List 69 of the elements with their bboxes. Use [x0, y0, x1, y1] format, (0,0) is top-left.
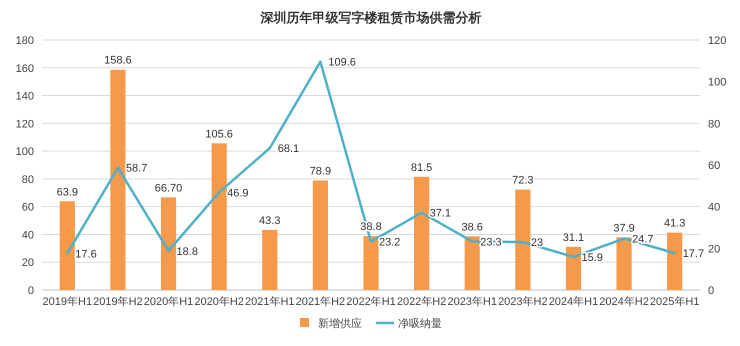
y-tick-label: 60	[22, 202, 34, 214]
data-label: 38.6	[462, 221, 483, 234]
legend-label: 净吸纳量	[398, 318, 442, 330]
x-tick-label: 2021年H2	[296, 296, 346, 308]
data-label: 37.1	[430, 208, 452, 220]
x-tick-label: 2020年H2	[194, 296, 244, 308]
data-label: 23.2	[379, 236, 400, 249]
bar	[212, 143, 227, 290]
bar	[60, 201, 75, 290]
data-label: 158.6	[104, 54, 132, 67]
y2-tick-label: 80	[708, 118, 720, 130]
x-tick-label: 2021年H1	[244, 296, 295, 308]
data-label: 68.1	[278, 143, 300, 156]
bar	[363, 236, 379, 290]
bar	[566, 246, 582, 290]
data-label: 37.9	[613, 222, 635, 234]
y-tick-label: 80	[22, 174, 34, 186]
x-tick-label: 2024年H2	[599, 296, 649, 308]
y-tick-label: 160	[16, 62, 34, 75]
data-label: 105.6	[205, 128, 233, 140]
legend-label: 新增供应	[318, 317, 362, 330]
x-tick-label: 2024年H1	[548, 296, 598, 308]
y2-tick-label: 100	[708, 76, 726, 89]
y2-tick-label: 40	[708, 202, 720, 214]
x-tick-label: 2025年H1	[650, 296, 700, 308]
bar	[110, 70, 126, 290]
x-tick-label: 2022年H1	[346, 296, 396, 308]
y2-tick-label: 0	[708, 285, 714, 297]
data-label: 18.8	[176, 246, 198, 258]
data-label: 109.6	[328, 56, 356, 69]
data-label: 41.3	[664, 218, 686, 230]
bar	[515, 190, 530, 290]
data-label: 46.9	[227, 187, 249, 200]
bar	[616, 237, 632, 290]
chart-title: 深圳历年甲级写字楼租赁市场供需分析	[260, 10, 482, 25]
x-tick-label: 2023年H1	[447, 296, 498, 308]
bar	[262, 230, 278, 290]
data-label: 58.7	[126, 162, 148, 175]
y-tick-label: 0	[28, 285, 34, 297]
y-tick-label: 40	[22, 229, 34, 242]
data-label: 72.3	[512, 174, 534, 187]
data-label: 24.7	[632, 234, 654, 246]
data-label: 31.1	[562, 232, 584, 244]
y-tick-label: 20	[22, 257, 34, 270]
x-tick-label: 2020年H1	[144, 296, 194, 308]
bar	[414, 176, 430, 290]
y2-tick-label: 120	[708, 35, 726, 47]
data-label: 15.9	[581, 252, 603, 264]
x-tick-label: 2022年H2	[396, 296, 446, 308]
bar	[160, 197, 176, 290]
x-tick-label: 2019年H1	[42, 296, 92, 308]
data-label: 66.70	[154, 182, 182, 194]
y-tick-label: 180	[16, 35, 34, 47]
y2-tick-label: 60	[708, 160, 720, 172]
bar	[312, 180, 328, 290]
data-label: 63.9	[56, 186, 78, 198]
data-label: 78.9	[310, 165, 332, 178]
bar	[667, 232, 682, 290]
data-label: 17.6	[75, 248, 97, 260]
y-tick-label: 140	[16, 90, 34, 103]
x-tick-label: 2023年H2	[498, 296, 548, 308]
y-tick-label: 100	[16, 146, 34, 158]
bar	[464, 236, 480, 290]
y-tick-label: 120	[16, 118, 34, 130]
data-label: 81.5	[410, 162, 432, 174]
y2-tick-label: 20	[708, 243, 720, 256]
x-tick-label: 2019年H2	[93, 296, 143, 308]
data-label: 17.7	[682, 248, 704, 260]
data-label: 43.3	[259, 214, 280, 227]
